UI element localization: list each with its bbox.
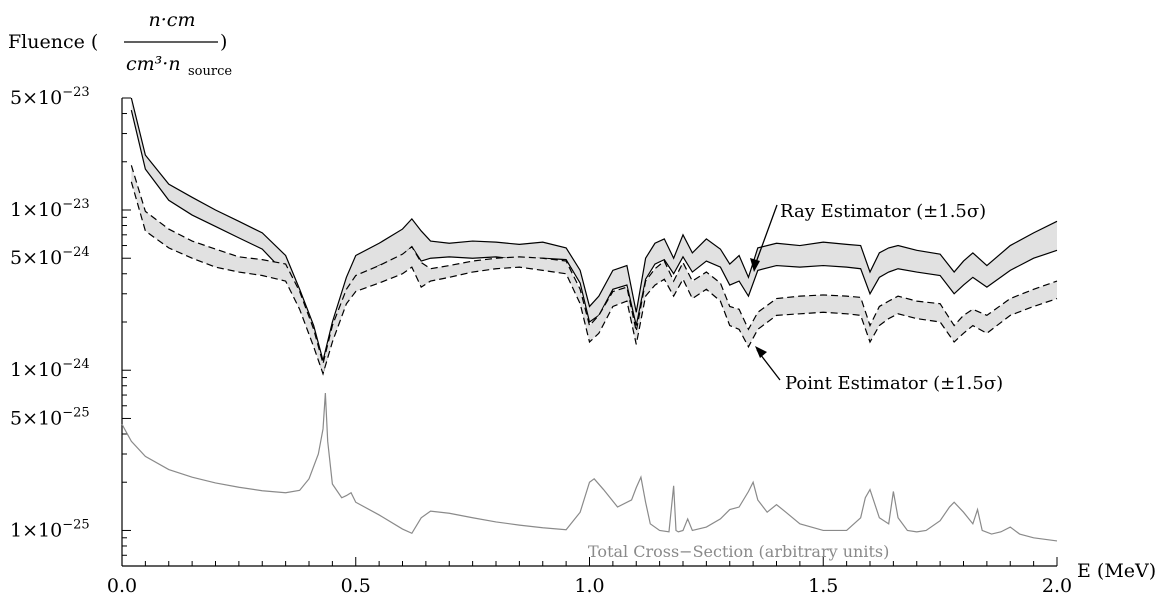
y-axis-title-prefix: Fluence ( (8, 31, 98, 53)
y-axis-title: Fluence ( n·cm cm³·n source ) (8, 9, 232, 79)
y-ticks: 5×10−23 1×10−23 5×10−24 1×10−24 5×10−25 1×10−… (10, 85, 131, 567)
series-0-upper-line (130, 97, 1058, 361)
point-estimator-label: Point Estimator (±1.5σ) (785, 373, 1003, 394)
ray-estimator-label: Ray Estimator (±1.5σ) (780, 201, 986, 222)
y-tick-label: 5×10−24 (10, 245, 90, 269)
x-tick-label: 1.0 (574, 575, 604, 597)
x-tick-label: 0.5 (341, 575, 371, 597)
y-tick-label: 1×10−24 (10, 357, 90, 381)
series-1-band (131, 165, 1058, 374)
y-axis-title-suffix: ) (220, 31, 227, 53)
y-tick-label: 5×10−23 (10, 85, 90, 109)
x-ticks: 0.0 0.5 1.0 1.5 2.0 (107, 557, 1072, 597)
series-2-line (121, 393, 1058, 542)
cross-section-label: Total Cross−Section (arbitrary units) (588, 542, 889, 561)
y-axis-title-denominator-sub: source (188, 64, 232, 79)
series-layer (121, 97, 1058, 542)
x-tick-label: 1.5 (808, 575, 838, 597)
x-tick-label: 0.0 (107, 575, 137, 597)
ray-estimator-arrow (753, 204, 778, 269)
y-axis-title-denominator: cm³·n (126, 53, 181, 75)
y-tick-label: 1×10−23 (10, 197, 90, 221)
x-tick-label: 2.0 (1042, 575, 1072, 597)
series-1-upper-line (130, 165, 1058, 366)
y-tick-label: 1×10−25 (10, 517, 90, 541)
ray-estimator-arrowhead (750, 258, 760, 272)
x-axis-title: E (MeV) (1077, 560, 1156, 582)
y-axis-title-numerator: n·cm (149, 9, 196, 31)
series-1-lower-line (130, 181, 1058, 376)
y-tick-label: 5×10−25 (10, 405, 90, 429)
point-estimator-arrowhead (755, 346, 767, 358)
